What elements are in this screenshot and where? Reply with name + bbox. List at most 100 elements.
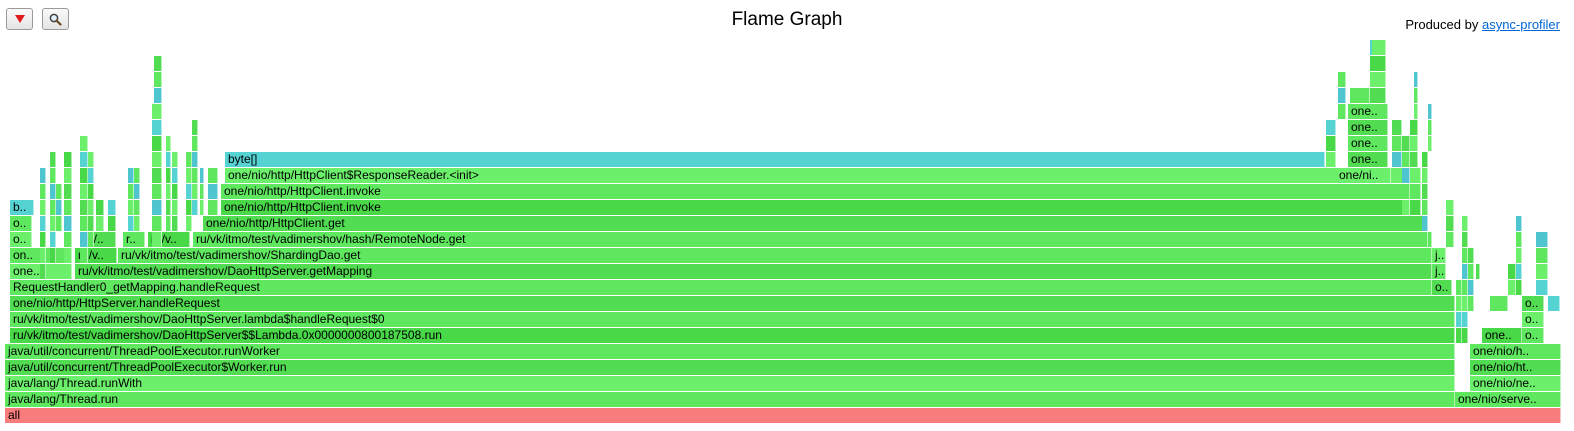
flame-frame[interactable] xyxy=(1468,296,1474,311)
flame-frame[interactable] xyxy=(1446,200,1454,215)
flame-frame[interactable] xyxy=(128,168,134,183)
flame-frame[interactable] xyxy=(166,184,171,199)
flame-frame[interactable] xyxy=(152,120,162,135)
flame-frame[interactable]: o.. xyxy=(1522,312,1544,327)
flame-frame[interactable] xyxy=(1372,40,1386,55)
flame-frame[interactable]: one/nio/ht.. xyxy=(1470,360,1561,375)
flame-frame[interactable]: ru/vk/itmo/test/vadimershov/DaoHttpServe… xyxy=(10,312,1455,327)
flame-frame[interactable] xyxy=(134,184,140,199)
flame-frame[interactable]: ru/vk/itmo/test/vadimershov/DaoHttpServe… xyxy=(10,328,1455,343)
flame-frame[interactable] xyxy=(1428,136,1432,151)
flame-frame[interactable] xyxy=(166,152,171,167)
flame-frame[interactable] xyxy=(172,152,178,167)
flame-frame[interactable] xyxy=(186,184,192,199)
flame-frame[interactable] xyxy=(40,184,46,199)
flame-frame[interactable]: o.. xyxy=(10,216,32,231)
flame-frame[interactable] xyxy=(1462,280,1468,295)
flame-frame[interactable]: one/ni.. xyxy=(1336,168,1391,183)
flame-frame[interactable]: j.. xyxy=(1432,248,1446,263)
flame-frame[interactable]: java/lang/Thread.runWith xyxy=(5,376,1455,391)
flame-frame[interactable]: b.. xyxy=(10,200,34,215)
flame-frame[interactable] xyxy=(192,184,198,199)
flame-frame[interactable] xyxy=(192,136,198,151)
flame-frame[interactable] xyxy=(50,152,56,167)
flame-frame[interactable] xyxy=(1338,104,1346,119)
flame-frame[interactable] xyxy=(1338,88,1346,103)
flame-frame[interactable] xyxy=(1370,88,1386,103)
flame-frame[interactable] xyxy=(64,184,72,199)
flame-frame[interactable] xyxy=(108,200,116,215)
flame-frame[interactable] xyxy=(1422,152,1428,167)
flame-frame[interactable] xyxy=(1370,72,1386,87)
flame-frame[interactable] xyxy=(154,88,162,103)
flame-frame[interactable] xyxy=(1490,296,1508,311)
flame-frame[interactable] xyxy=(64,248,72,263)
flame-frame[interactable] xyxy=(1462,296,1468,311)
flame-frame[interactable]: one/nio/http/HttpClient$ResponseReader.<… xyxy=(225,168,1421,183)
flame-frame[interactable] xyxy=(186,152,192,167)
flame-frame[interactable]: o.. xyxy=(1432,280,1452,295)
flame-frame[interactable] xyxy=(1462,216,1468,231)
flame-frame[interactable]: one/nio/http/HttpClient.invoke xyxy=(221,184,1421,199)
flame-frame[interactable] xyxy=(192,120,198,135)
flame-frame[interactable] xyxy=(166,168,171,183)
flame-frame[interactable] xyxy=(1326,152,1336,167)
flame-frame[interactable] xyxy=(1410,120,1418,135)
flame-frame[interactable]: one.. xyxy=(1348,120,1388,135)
flame-frame[interactable] xyxy=(88,200,94,215)
flame-frame[interactable] xyxy=(200,168,204,183)
flame-frame[interactable] xyxy=(172,216,178,231)
flame-frame[interactable] xyxy=(56,184,62,199)
flame-frame[interactable]: one/nio/ne.. xyxy=(1470,376,1561,391)
flame-frame[interactable] xyxy=(1402,168,1410,183)
flame-frame[interactable] xyxy=(128,216,134,231)
flame-frame[interactable] xyxy=(80,184,88,199)
flame-frame[interactable] xyxy=(152,200,162,215)
flame-frame[interactable] xyxy=(186,216,192,231)
flame-frame[interactable] xyxy=(40,232,46,247)
flame-frame[interactable] xyxy=(88,184,94,199)
flame-frame[interactable]: one/nio/serve.. xyxy=(1455,392,1561,407)
flame-frame[interactable] xyxy=(80,168,88,183)
flame-frame[interactable]: one/nio/http/HttpClient.get xyxy=(203,216,1423,231)
flame-frame[interactable]: one.. xyxy=(1348,152,1388,167)
flame-frame[interactable] xyxy=(208,200,218,215)
flame-frame[interactable]: ru/vk/itmo/test/vadimershov/hash/RemoteN… xyxy=(193,232,1432,247)
flame-frame[interactable] xyxy=(172,184,178,199)
flame-frame[interactable]: r.. xyxy=(123,232,145,247)
flame-frame[interactable]: RequestHandler0_getMapping.handleRequest xyxy=(10,280,1432,295)
flame-frame[interactable] xyxy=(56,200,62,215)
flame-frame[interactable] xyxy=(1414,72,1418,87)
flame-frame[interactable] xyxy=(88,152,94,167)
flame-frame[interactable] xyxy=(50,216,56,231)
flame-frame[interactable]: o.. xyxy=(10,232,32,247)
flame-frame[interactable]: java/lang/Thread.run xyxy=(5,392,1455,407)
flame-frame[interactable] xyxy=(166,216,171,231)
flame-frame[interactable] xyxy=(1456,312,1462,327)
flame-frame[interactable] xyxy=(152,232,162,247)
flame-frame[interactable] xyxy=(192,152,198,167)
flame-frame[interactable] xyxy=(40,216,46,231)
flame-frame[interactable] xyxy=(40,168,46,183)
flame-frame[interactable] xyxy=(1462,328,1468,343)
flame-frame[interactable] xyxy=(56,216,62,231)
flame-frame[interactable] xyxy=(88,168,94,183)
flame-frame[interactable] xyxy=(1456,296,1462,311)
flame-frame[interactable] xyxy=(154,56,162,71)
flame-frame[interactable] xyxy=(154,72,162,87)
flame-frame[interactable] xyxy=(172,200,178,215)
flame-frame[interactable] xyxy=(108,216,116,231)
flame-frame[interactable] xyxy=(1462,264,1468,279)
flame-frame[interactable] xyxy=(96,216,104,231)
flame-frame[interactable] xyxy=(1516,232,1522,247)
flame-frame[interactable] xyxy=(200,200,204,215)
flame-frame[interactable] xyxy=(134,200,140,215)
flame-frame[interactable] xyxy=(1516,248,1522,263)
flame-frame[interactable] xyxy=(50,232,56,247)
flame-frame[interactable]: all xyxy=(5,408,1561,423)
flame-frame[interactable] xyxy=(1456,328,1462,343)
flame-frame[interactable] xyxy=(40,248,46,263)
flame-frame[interactable] xyxy=(152,136,162,151)
flame-frame[interactable] xyxy=(192,200,198,215)
flame-frame[interactable] xyxy=(1536,264,1548,279)
